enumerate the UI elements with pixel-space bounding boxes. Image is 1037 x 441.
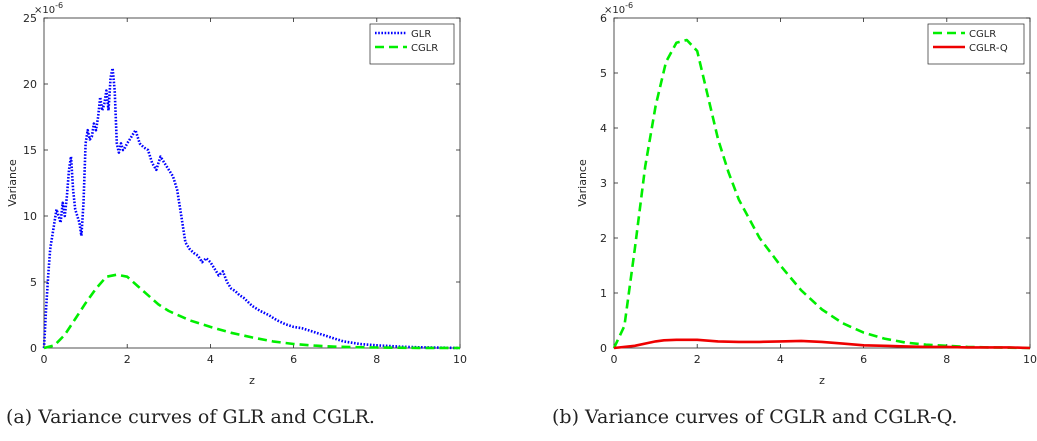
legend: GLR CGLR — [369, 23, 455, 65]
y-tick-label: 0 — [30, 342, 37, 355]
y-exponent-label: ×10-6 — [604, 1, 633, 16]
x-tick-label: 4 — [777, 353, 784, 366]
caption-a: (a) Variance curves of GLR and CGLR. — [6, 406, 375, 428]
x-tick-label: 6 — [290, 353, 297, 366]
legend: CGLR CGLR-Q — [927, 23, 1025, 65]
legend-box — [927, 23, 1025, 65]
x-tick-label: 4 — [207, 353, 214, 366]
caption-b: (b) Variance curves of CGLR and CGLR-Q. — [552, 406, 958, 428]
x-tick-label: 10 — [453, 353, 467, 366]
y-tick-label: 5 — [600, 67, 607, 80]
legend-label-glr: GLR — [411, 29, 431, 40]
y-tick-label: 20 — [23, 78, 37, 91]
y-tick-label: 6 — [600, 12, 607, 25]
y-tick-label: 3 — [600, 177, 607, 190]
x-tick-label: 10 — [1023, 353, 1037, 366]
y-exponent-label: ×10-6 — [34, 1, 63, 16]
x-tick-label: 8 — [943, 353, 950, 366]
legend-box — [369, 23, 455, 65]
series-line-cglr — [612, 38, 1031, 350]
y-tick-label: 25 — [23, 12, 37, 25]
y-tick-label: 5 — [30, 276, 37, 289]
series-line-cglr — [43, 273, 461, 350]
series-line-cglr-q — [613, 338, 1031, 350]
chart-a: 0 2 4 6 8 10 0 5 10 15 20 25×10-6 z Variance GLR CGLR — [6, 1, 467, 387]
x-tick-label: 0 — [611, 353, 618, 366]
legend-label-cglr-q: CGLR-Q — [969, 43, 1008, 54]
y-tick-label: 10 — [23, 210, 37, 223]
legend-label-cglr: CGLR — [411, 43, 438, 54]
y-tick-label: 15 — [23, 144, 37, 157]
y-axis-label: Variance — [6, 159, 19, 207]
x-tick-label: 8 — [373, 353, 380, 366]
x-tick-label: 6 — [860, 353, 867, 366]
y-tick-label: 4 — [600, 122, 607, 135]
plot-frame — [613, 17, 1031, 349]
x-tick-label: 0 — [41, 353, 48, 366]
y-axis-label: Variance — [576, 159, 589, 207]
legend-label-cglr: CGLR — [969, 29, 996, 40]
y-tick-label: 0 — [600, 342, 607, 355]
x-axis-label: z — [819, 374, 825, 387]
plot-frame — [43, 17, 461, 349]
y-tick-label: 2 — [600, 232, 607, 245]
x-tick-label: 2 — [694, 353, 701, 366]
y-tick-label: 1 — [600, 287, 607, 300]
x-tick-label: 2 — [124, 353, 131, 366]
x-axis-label: z — [249, 374, 255, 387]
series-line-glr — [42, 66, 461, 350]
